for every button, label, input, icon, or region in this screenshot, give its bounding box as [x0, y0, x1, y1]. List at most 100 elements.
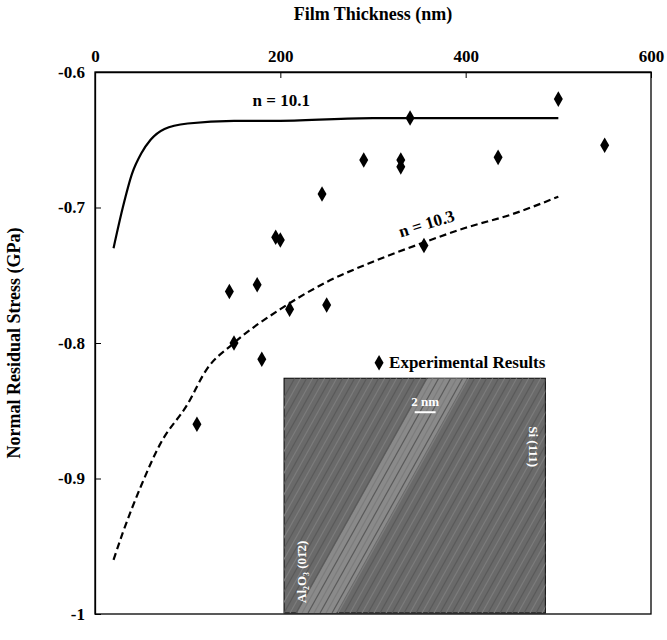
lattice-fringe	[284, 378, 313, 613]
lattice-fringe	[368, 378, 499, 613]
data-point	[554, 91, 563, 107]
lattice-fringe	[518, 378, 545, 613]
plot-frame	[95, 72, 651, 614]
tick-label: -1	[71, 605, 85, 624]
tick-label: 400	[453, 47, 479, 66]
lattice-fringe	[350, 378, 481, 613]
lattice-fringe	[320, 378, 451, 613]
lattice-fringe	[356, 378, 487, 613]
tick-label: -0.6	[58, 63, 85, 82]
lattice-fringe	[302, 378, 433, 613]
tick-label: 0	[91, 47, 100, 66]
tick: -0.6	[58, 63, 101, 82]
lattice-fringe	[344, 378, 475, 613]
lattice-fringe	[404, 378, 535, 613]
tick-mark	[95, 72, 101, 73]
scale-bar	[415, 411, 436, 413]
tick: -0.8	[58, 334, 101, 353]
tick-label: 200	[268, 47, 294, 66]
tick-mark	[280, 72, 281, 78]
lattice-fringe	[506, 378, 545, 613]
data-point	[192, 417, 201, 433]
inset: 2 nm Si (111) Al₂O₃ (01̄2)	[164, 378, 667, 613]
lattice-fringe	[308, 378, 439, 613]
tick: 600	[639, 47, 665, 78]
scale-label: 2 nm	[411, 394, 439, 409]
data-point	[494, 150, 503, 166]
data-point	[230, 335, 239, 351]
data-point	[318, 186, 327, 202]
lattice-fringe	[512, 378, 545, 613]
legend: Experimental Results	[375, 353, 546, 372]
lattice-fringe	[530, 378, 545, 613]
tick-mark	[95, 343, 101, 344]
lattice-fringe	[464, 378, 545, 613]
data-point	[359, 152, 368, 168]
axis-line	[96, 72, 652, 73]
lattice-fringe	[536, 378, 545, 613]
lattice-fringe	[392, 378, 523, 613]
y-axis-title: Normal Residual Stress (GPa)	[4, 227, 25, 458]
lattice-fringe	[296, 378, 427, 613]
tick-mark	[466, 72, 467, 78]
tick: -1	[71, 605, 101, 624]
lattice-fringe	[500, 378, 545, 613]
tick: 200	[268, 47, 294, 78]
lattice-fringe	[290, 378, 421, 613]
tick-label: -0.9	[58, 469, 85, 488]
lattice-fringe	[524, 378, 545, 613]
data-point	[322, 297, 331, 313]
x-axis: 0 200 400 600	[91, 47, 664, 78]
x-axis-title: Film Thickness (nm)	[294, 4, 453, 25]
tick-mark	[95, 479, 101, 480]
lattice-fringe	[410, 378, 541, 613]
tick: -0.9	[58, 469, 101, 488]
data-point	[276, 232, 285, 248]
lattice-fringe	[380, 378, 511, 613]
data-point	[419, 238, 428, 254]
tick: -0.7	[58, 198, 101, 217]
data-point	[406, 110, 415, 126]
model-line	[114, 118, 559, 248]
line-label: n = 10.1	[253, 91, 310, 110]
tick-mark	[95, 614, 101, 615]
tick-label: -0.8	[58, 334, 85, 353]
lattice-fringe	[284, 378, 415, 613]
legend-label: Experimental Results	[389, 353, 546, 372]
data-point	[225, 284, 234, 300]
lattice-fringe	[488, 378, 545, 613]
data-layer	[114, 91, 610, 559]
legend-marker	[375, 355, 384, 371]
data-point	[253, 277, 262, 293]
inset-label: Si (111)	[526, 426, 541, 467]
tick-mark	[651, 72, 652, 78]
lattice-fringe	[338, 378, 469, 613]
lattice-fringe	[284, 378, 409, 613]
lattice-fringe	[386, 378, 517, 613]
tick-mark	[95, 208, 101, 209]
lattice-fringe	[284, 378, 325, 613]
data-point	[257, 351, 266, 367]
plot: 2 nm Si (111) Al₂O₃ (01̄2) n = 10.1 n = 10.3…	[58, 47, 667, 624]
inset-texture	[284, 378, 545, 613]
data-point	[285, 301, 294, 317]
line-label: n = 10.3	[396, 206, 456, 241]
y-axis: -1 -0.9 -0.8 -0.7 -0.6	[58, 63, 101, 624]
data-point	[600, 137, 609, 153]
lattice-fringe	[332, 378, 463, 613]
lattice-fringe	[476, 378, 545, 613]
inset-label: Al₂O₃ (01̄2)	[294, 541, 309, 603]
lattice-fringe	[362, 378, 493, 613]
tick-label: 600	[639, 47, 665, 66]
chart: 2 nm Si (111) Al₂O₃ (01̄2) n = 10.1 n = 10.3…	[0, 0, 667, 640]
lattice-fringe	[374, 378, 505, 613]
data-point	[396, 159, 405, 175]
lattice-fringe	[428, 378, 545, 613]
model-line	[114, 197, 559, 560]
lattice-fringe	[314, 378, 445, 613]
tick-label: -0.7	[58, 198, 85, 217]
tick: 400	[453, 47, 479, 78]
lattice-fringe	[398, 378, 529, 613]
lattice-fringe	[326, 378, 457, 613]
lattice-fringe	[542, 378, 545, 613]
